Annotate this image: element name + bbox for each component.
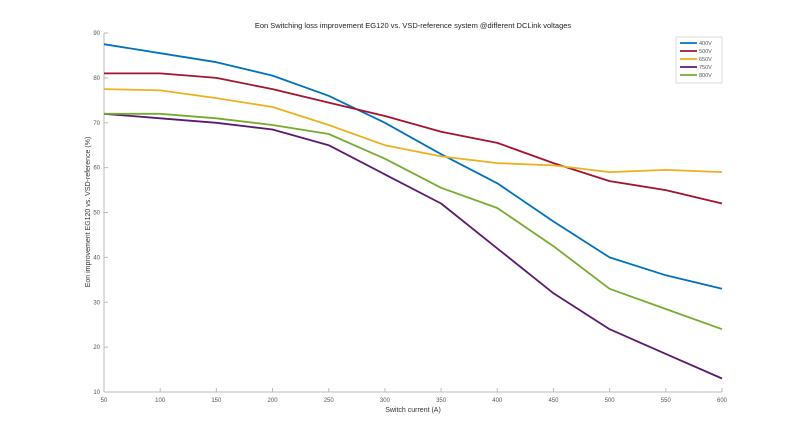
- x-tick-label: 550: [661, 398, 672, 404]
- x-tick-label: 50: [101, 398, 108, 404]
- y-axis-label: Eon improvement EG120 vs. VSD-reference …: [85, 137, 92, 288]
- x-tick-label: 200: [268, 398, 279, 404]
- x-tick-label: 350: [436, 398, 447, 404]
- y-tick-label: 30: [93, 300, 100, 306]
- y-tick-label: 70: [93, 121, 100, 127]
- legend-label: 650V: [699, 57, 712, 63]
- x-axis-label: Switch current (A): [385, 407, 441, 414]
- series-line-800V: [104, 112, 723, 331]
- y-tick-label: 50: [93, 211, 100, 217]
- series-line-750V: [103, 112, 723, 380]
- axes: 10 20 30 40 50 60 70 80 90 50 100 150 200 250 300 350 40…: [93, 31, 727, 404]
- y-tick-label: 40: [93, 255, 100, 261]
- legend-label: 500V: [699, 49, 712, 55]
- y-tick-label: 60: [93, 166, 100, 172]
- y-tick-label: 90: [93, 31, 100, 37]
- series-line-650V: [103, 88, 723, 174]
- chart-title: Eon Switching loss improvement EG120 vs.…: [255, 21, 572, 30]
- y-tick-label: 20: [93, 345, 100, 351]
- x-tick-label: 300: [380, 398, 391, 404]
- x-tick-label: 100: [155, 398, 166, 404]
- series-lines: [103, 43, 723, 380]
- series-line-400V: [103, 43, 723, 290]
- x-tick-label: 600: [717, 398, 728, 404]
- x-tick-label: 400: [492, 398, 503, 404]
- x-tick-label: 500: [605, 398, 616, 404]
- legend-label: 800V: [699, 73, 712, 79]
- x-tick-label: 150: [211, 398, 222, 404]
- y-tick-label: 10: [93, 390, 100, 396]
- x-tick-label: 250: [324, 398, 335, 404]
- legend-label: 750V: [699, 65, 712, 71]
- legend-label: 400V: [699, 41, 712, 47]
- x-tick-label: 450: [548, 398, 559, 404]
- y-tick-label: 80: [93, 76, 100, 82]
- series-line-500V: [104, 72, 723, 205]
- legend: 400V 500V 650V 750V 800V: [675, 36, 723, 84]
